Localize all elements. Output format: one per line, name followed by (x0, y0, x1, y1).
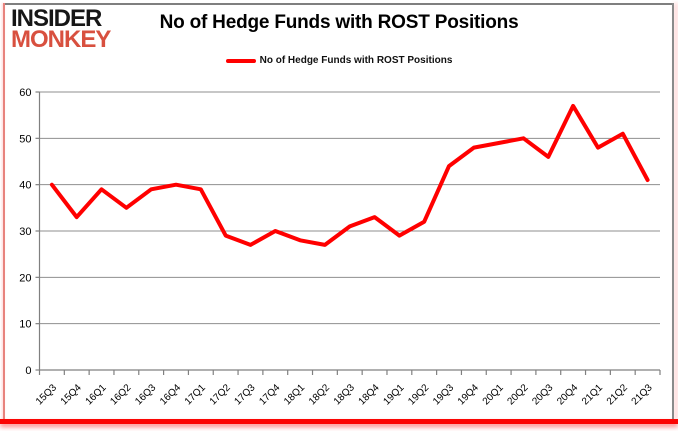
y-axis-label: 20 (19, 272, 31, 284)
x-axis-label: 16Q4 (158, 382, 183, 407)
x-axis-label: 17Q4 (257, 382, 282, 407)
frame-border-top (3, 3, 673, 5)
x-axis-label: 17Q2 (208, 382, 233, 407)
x-axis-label: 18Q3 (332, 382, 357, 407)
x-axis-label: 18Q4 (357, 382, 382, 407)
x-axis-label: 18Q2 (307, 382, 332, 407)
logo-line2: MONKEY (11, 26, 111, 53)
x-axis-label: 19Q2 (406, 382, 431, 407)
frame-border-right (672, 3, 674, 420)
x-axis-label: 16Q1 (84, 382, 109, 407)
x-axis-label: 20Q3 (530, 382, 555, 407)
logo-line1: INSIDER (11, 5, 102, 32)
x-axis-label: 16Q3 (133, 382, 158, 407)
x-axis-label: 17Q3 (233, 382, 258, 407)
x-axis-label: 16Q2 (108, 382, 133, 407)
x-axis-label: 19Q4 (456, 382, 481, 407)
y-axis-label: 40 (19, 180, 31, 192)
y-axis-label: 10 (19, 319, 31, 331)
y-axis-label: 30 (19, 226, 31, 238)
y-axis-label: 60 (19, 87, 31, 99)
series-line (49, 103, 650, 247)
legend-line-swatch (225, 58, 256, 63)
frame-border-bottom (0, 419, 678, 424)
x-axis-label: 17Q1 (183, 382, 208, 407)
x-axis-label: 21Q1 (580, 382, 605, 407)
x-axis-label: 15Q4 (59, 382, 84, 407)
x-axis-label: 21Q2 (605, 382, 630, 407)
insider-monkey-logo: INSIDER MONKEY (11, 5, 111, 53)
x-axis-label: 15Q3 (34, 382, 59, 407)
x-axis-label: 20Q4 (555, 382, 580, 407)
x-axis-label: 18Q1 (282, 382, 307, 407)
y-axis-label: 50 (19, 133, 31, 145)
x-axis-label: 20Q2 (506, 382, 531, 407)
chart-title: No of Hedge Funds with ROST Positions (159, 12, 519, 33)
x-axis-label: 19Q3 (431, 382, 456, 407)
x-axis-label: 19Q1 (381, 382, 406, 407)
x-axis-label: 21Q3 (630, 382, 655, 407)
x-axis-label: 20Q1 (481, 382, 506, 407)
legend-label: No of Hedge Funds with ROST Positions (259, 55, 453, 66)
y-axis-label: 0 (25, 365, 31, 377)
legend: No of Hedge Funds with ROST Positions (0, 55, 678, 66)
frame-border-left (3, 3, 5, 420)
